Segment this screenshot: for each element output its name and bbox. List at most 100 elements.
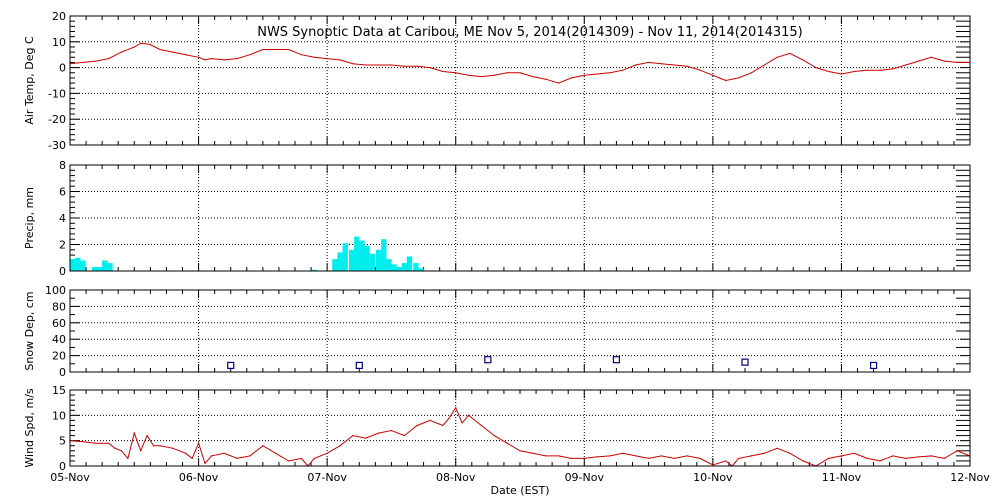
wind-speed-point <box>930 455 933 457</box>
air-temp-point <box>480 76 483 78</box>
air-temp-point <box>442 70 444 73</box>
air-temp-point <box>660 63 663 65</box>
wind-speed-point <box>172 447 174 449</box>
wind-speed-point <box>191 457 193 459</box>
air-temp-point <box>956 61 958 64</box>
wind-speed-point <box>532 452 534 454</box>
wind-speed-point <box>879 460 881 462</box>
air-temp-point <box>763 64 765 66</box>
air-temp-frame <box>69 15 971 146</box>
wind-speed-point <box>461 422 463 424</box>
air-temp-point <box>287 48 290 51</box>
precip-bar <box>376 249 382 271</box>
air-temp-point <box>718 77 720 79</box>
air-temp-ytick-label: -20 <box>48 113 66 126</box>
air-temp-ytick-label: 10 <box>52 36 66 49</box>
precip-bar <box>354 236 360 271</box>
air-temp-point <box>429 67 431 69</box>
precip-bar <box>102 260 108 271</box>
air-temp-point <box>596 73 598 75</box>
snow-depth-frame <box>69 289 971 373</box>
wind-speed-point <box>146 435 148 437</box>
wind-speed-point <box>570 457 573 459</box>
precip-ytick-label: 6 <box>59 186 66 199</box>
wind-speed-point <box>609 455 611 457</box>
precip-bar <box>70 259 76 271</box>
snow-depth-point <box>741 358 749 366</box>
wind-speed-point <box>789 452 791 454</box>
air-temp-point <box>635 64 637 66</box>
precip-bar <box>91 267 98 271</box>
wind-speed-point <box>262 445 264 447</box>
wind-speed-point <box>725 460 727 462</box>
wind-speed-point <box>455 407 457 409</box>
air-temp-point <box>416 65 418 67</box>
x-tick-label: 12-Nov <box>950 471 990 484</box>
wind-speed-point <box>120 450 123 452</box>
snow-depth-point <box>869 361 878 370</box>
air-temp-point <box>827 70 830 73</box>
wind-speed-point <box>647 457 650 459</box>
air-temp-point <box>905 64 907 66</box>
wind-speed-point <box>686 455 688 457</box>
wind-speed-frame <box>69 389 971 467</box>
precip-bar <box>406 256 413 271</box>
precip-bar <box>381 239 387 271</box>
wind-speed-point <box>429 419 431 421</box>
air-temp-point <box>210 57 213 60</box>
air-temp-point <box>532 76 534 78</box>
x-tick-label: 06-Nov <box>179 471 219 484</box>
snow-depth-point <box>484 356 492 364</box>
air-temp-point <box>712 74 714 76</box>
air-temp-point <box>853 70 855 73</box>
air-temp-point <box>133 46 135 48</box>
wind-speed-point <box>107 442 110 444</box>
wind-speed-point <box>673 457 675 459</box>
x-tick-label: 07-Nov <box>307 471 347 484</box>
wind-speed-point <box>712 464 714 466</box>
wind-speed-point <box>197 442 200 444</box>
wind-speed-point <box>442 424 444 427</box>
wind-speed-point <box>776 447 778 449</box>
wind-speed-point <box>140 450 142 452</box>
wind-speed-point <box>737 457 740 459</box>
precip-bar <box>369 253 375 271</box>
precip-bar <box>359 240 365 271</box>
precip-bar <box>396 267 402 271</box>
air-temp-point <box>686 65 688 67</box>
air-temp-point <box>545 78 547 80</box>
snow-depth-ytick-label: 60 <box>52 317 66 330</box>
precip-bar <box>332 259 338 271</box>
air-temp-point <box>622 69 624 71</box>
wind-speed-ylabel: Wind Spd, m/s <box>23 388 36 468</box>
snow-depth-ytick-label: 40 <box>52 333 66 346</box>
wind-speed-point <box>866 457 868 459</box>
wind-speed-point <box>545 455 547 457</box>
wind-speed-point <box>905 457 907 459</box>
wind-speed-ytick-label: 5 <box>59 435 66 448</box>
air-temp-point <box>570 77 573 79</box>
precip-ytick-label: 4 <box>59 212 66 225</box>
wind-speed-point <box>699 457 701 459</box>
air-temp-point <box>249 54 251 56</box>
air-temp-point <box>313 56 315 58</box>
x-tick-label: 09-Nov <box>565 471 605 484</box>
chart-title: NWS Synoptic Data at Caribou, ME Nov 5, … <box>257 25 803 40</box>
precip-bar <box>75 257 81 271</box>
wind-speed-point <box>403 435 405 437</box>
air-temp-point <box>609 72 611 74</box>
air-temp-ylabel: Air Temp, Deg C <box>23 36 36 125</box>
precip-bar <box>107 263 113 271</box>
air-temp-point <box>840 73 843 75</box>
x-tick-label: 08-Nov <box>436 471 476 484</box>
wind-speed-point <box>448 417 450 419</box>
air-temp-point <box>326 57 328 60</box>
precip-ytick-label: 8 <box>59 159 66 172</box>
wind-speed-point <box>95 442 97 444</box>
snow-depth-point <box>612 356 621 364</box>
air-temp-point <box>802 59 804 61</box>
wind-speed-point <box>802 460 804 462</box>
precip-bar <box>413 263 419 271</box>
wind-speed-point <box>416 424 418 427</box>
wind-speed-point <box>493 435 495 437</box>
